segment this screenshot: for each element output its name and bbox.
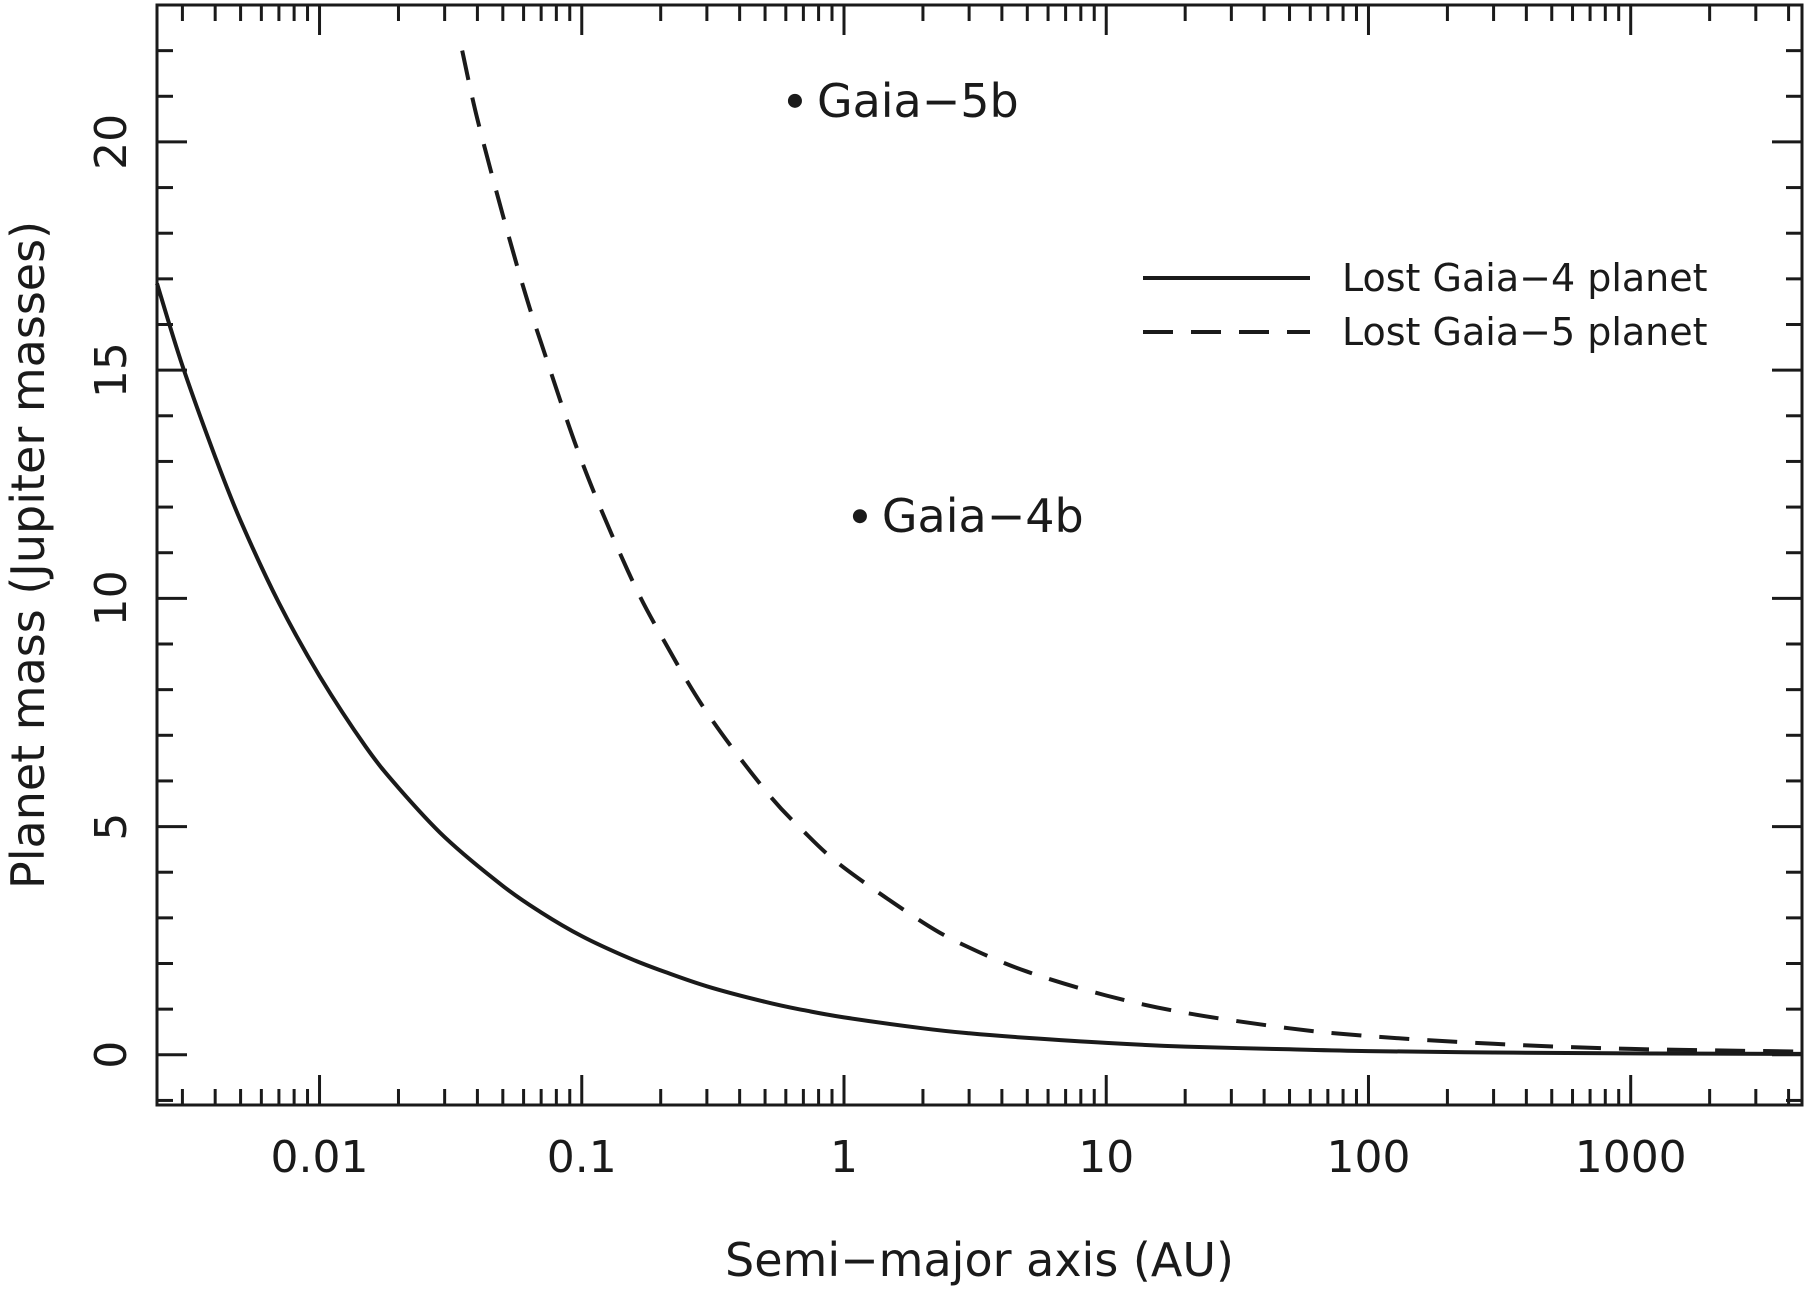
series-line-1 <box>155 282 1803 1056</box>
x-tick-label: 100 <box>1326 1132 1410 1183</box>
point-marker <box>852 509 867 524</box>
y-axis-label: Planet mass (Jupiter masses) <box>1 221 55 889</box>
x-tick-label: 1 <box>830 1132 858 1183</box>
y-tick-label: 10 <box>86 570 137 626</box>
x-tick-label: 1000 <box>1575 1132 1687 1183</box>
legend-label: Lost Gaia−4 planet <box>1342 256 1708 300</box>
point-marker <box>787 93 802 108</box>
y-tick-label: 20 <box>86 114 137 170</box>
x-tick-label: 10 <box>1078 1132 1134 1183</box>
series-layer <box>155 50 1803 1056</box>
x-tick-label: 0.01 <box>271 1132 369 1183</box>
y-tick-label: 15 <box>86 342 137 398</box>
point-label: Gaia−5b <box>817 74 1019 128</box>
y-tick-label: 0 <box>86 1041 137 1069</box>
legend-label: Lost Gaia−5 planet <box>1342 310 1708 354</box>
plot-frame <box>155 3 1804 1107</box>
y-tick-label: 5 <box>86 813 137 841</box>
x-axis-ticks: 0.01 0.1 1 10 100 1000 <box>180 5 1791 1183</box>
x-tick-label: 0.1 <box>547 1132 617 1183</box>
point-label: Gaia−4b <box>882 489 1084 543</box>
points-layer: Gaia−5b Gaia−4b <box>787 74 1084 543</box>
legend: Lost Gaia−4 planet Lost Gaia−5 planet <box>1143 256 1708 354</box>
series-line-2 <box>460 50 1803 1054</box>
x-axis-label: Semi−major axis (AU) <box>725 1233 1234 1287</box>
y-axis-ticks: 0 5 10 15 20 <box>86 3 1802 1102</box>
